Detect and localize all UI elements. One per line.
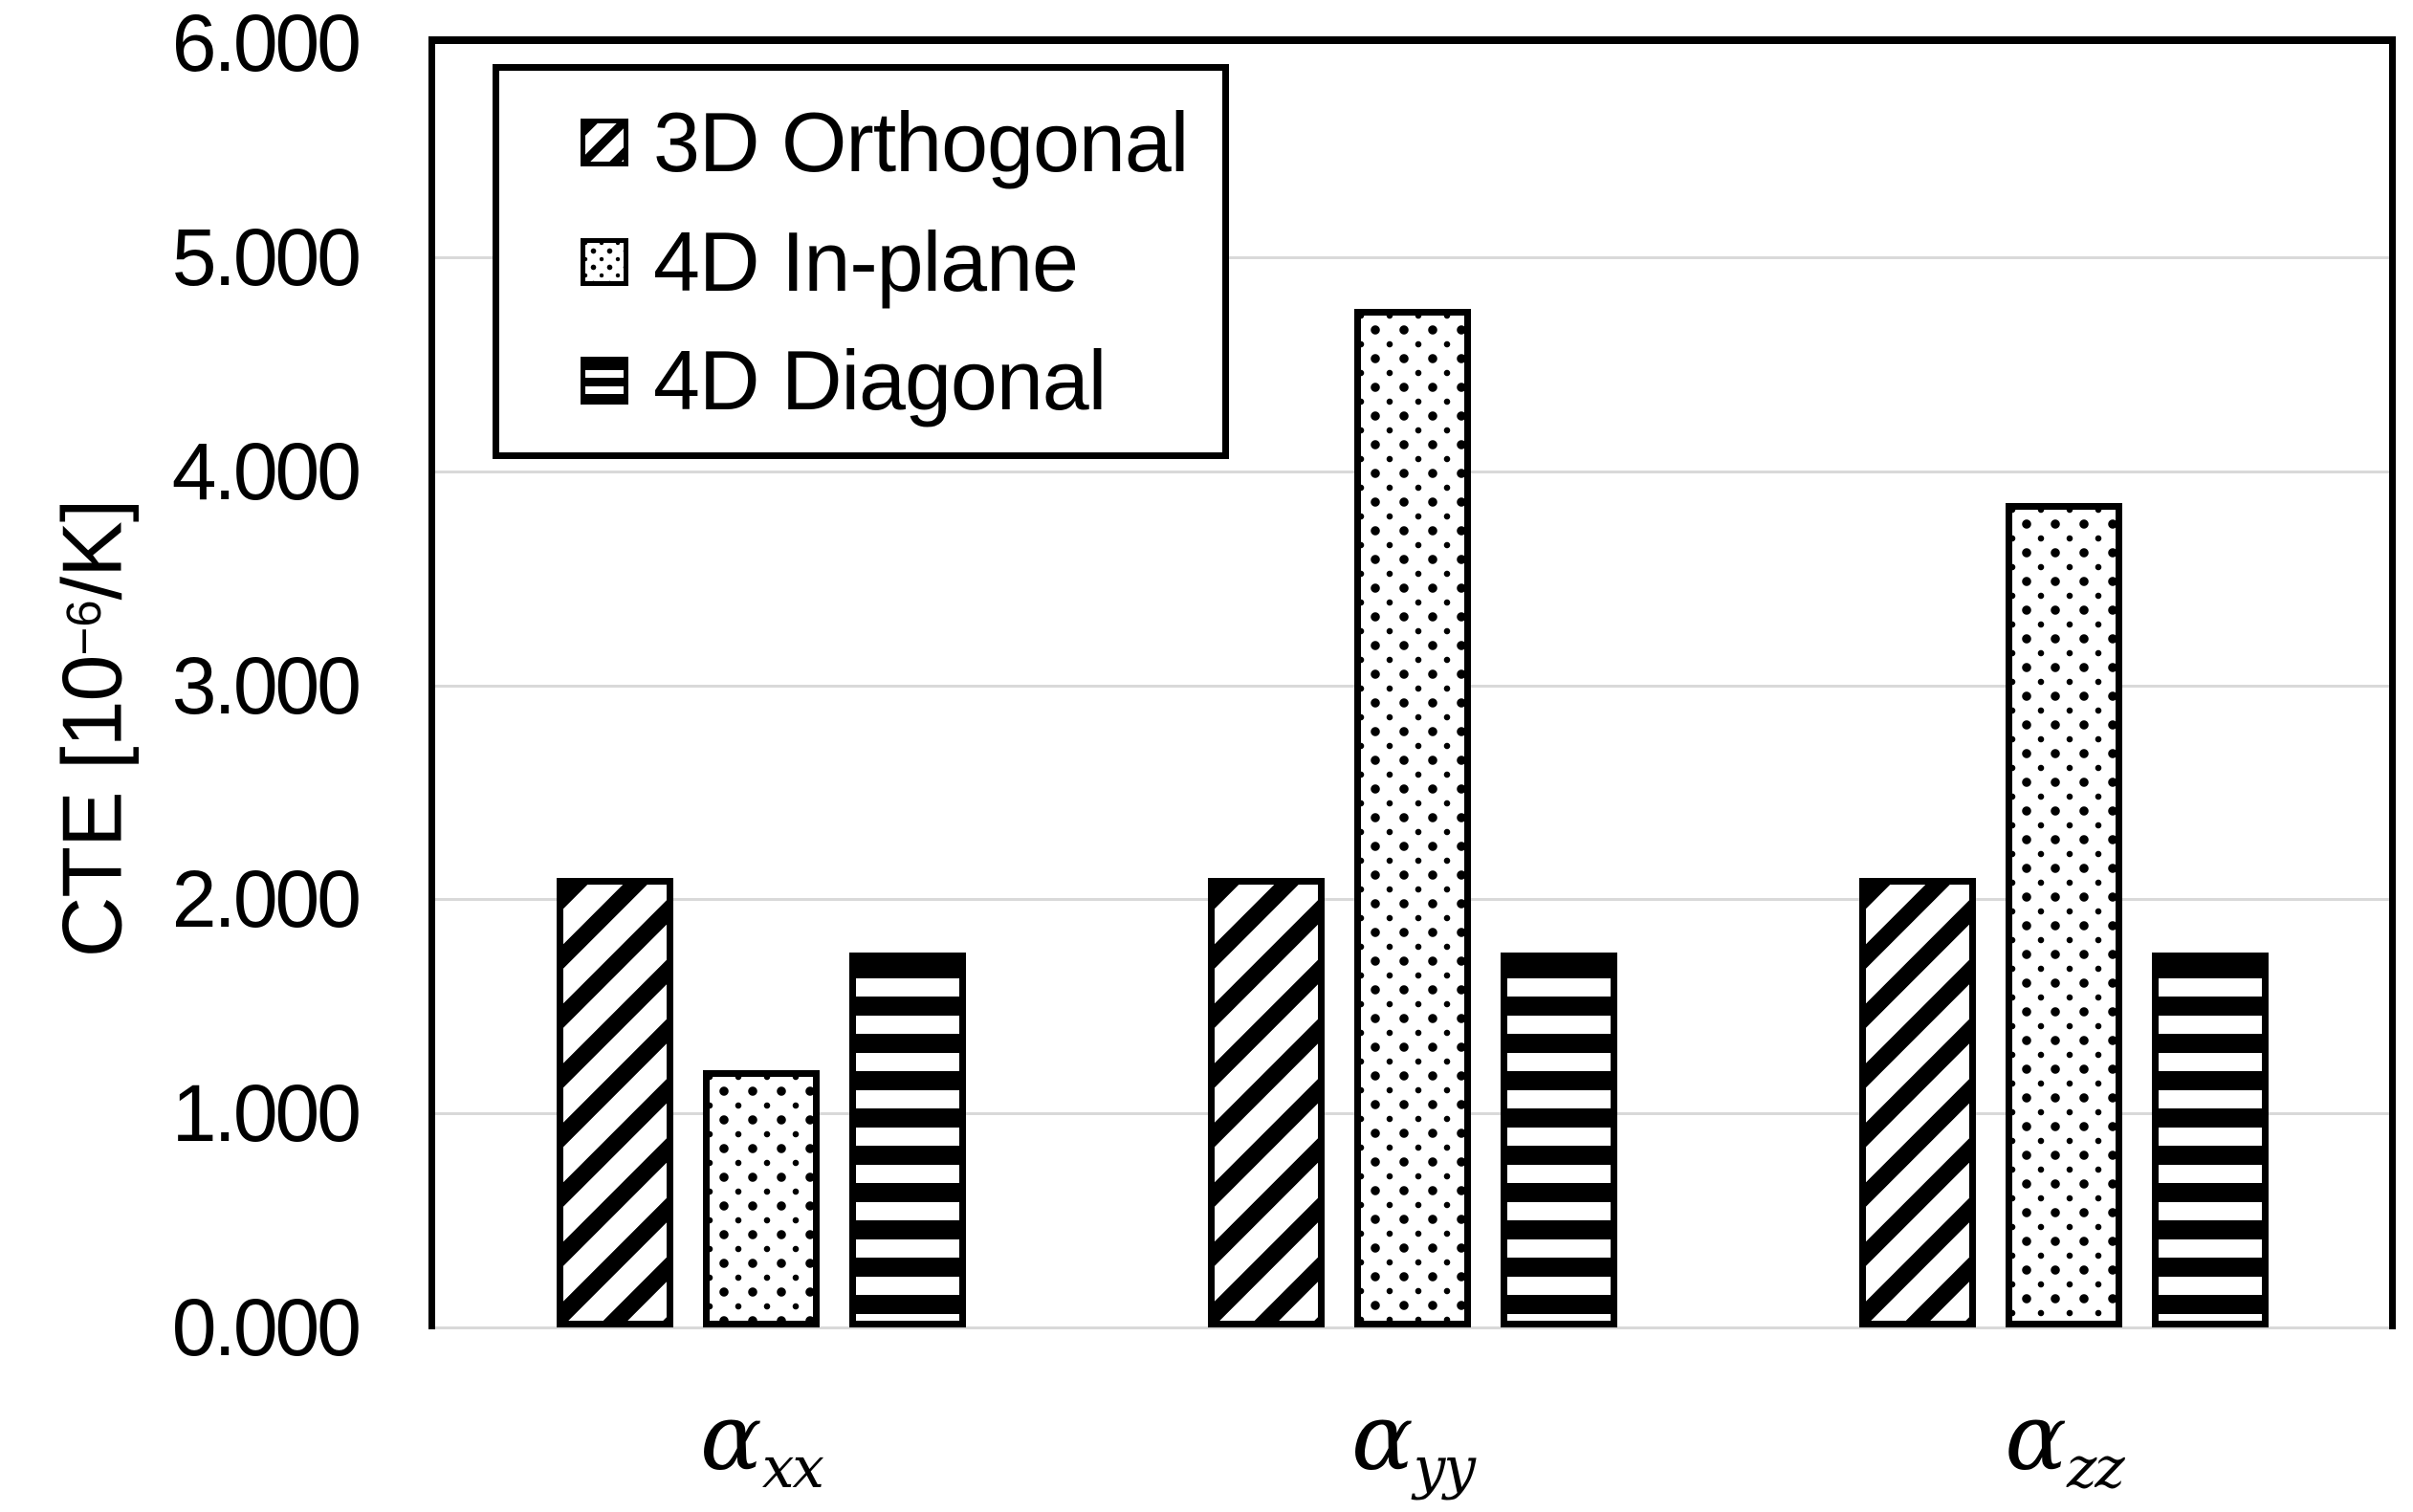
y-tick-label: 5.000 [171, 212, 362, 302]
x-category-label: αyy [1212, 1385, 1613, 1512]
x-category-subscript: xx [761, 1435, 824, 1502]
y-tick-label: 0.000 [171, 1282, 362, 1372]
legend-label: 3D Orthogonal [653, 94, 1189, 189]
x-category-label: αxx [560, 1385, 962, 1512]
bar-4d-in-plane-2 [2006, 503, 2122, 1327]
bar-4d-in-plane-0 [703, 1070, 820, 1327]
y-tick-label: 1.000 [171, 1068, 362, 1158]
y-axis-title-post: /K] [44, 499, 140, 601]
bar-3d-orthogonal-2 [1859, 878, 1976, 1327]
y-axis-title-exponent: −6 [56, 600, 111, 656]
y-axis-title: CTE [10−6/K] [36, 394, 139, 1063]
y-tick-label: 2.000 [171, 854, 362, 944]
horizontal-stripes-swatch-icon [581, 357, 628, 405]
x-category-subscript: zz [2067, 1435, 2125, 1502]
bar-4d-diagonal-0 [849, 953, 966, 1327]
x-category-symbol: α [2005, 1384, 2068, 1491]
x-category-symbol: α [1350, 1384, 1414, 1491]
bar-4d-in-plane-1 [1354, 309, 1471, 1327]
gridline [435, 256, 2389, 259]
y-tick-label: 4.000 [171, 427, 362, 516]
legend-row: 4D In-plane [581, 214, 1222, 310]
plot-border-top [428, 36, 2396, 44]
y-axis-title-pre: CTE [10 [44, 655, 140, 958]
x-category-subscript: yy [1413, 1435, 1476, 1502]
bar-3d-orthogonal-1 [1208, 878, 1325, 1327]
x-axis-line [435, 1326, 2389, 1329]
legend-box: 3D Orthogonal 4D In-plane 4D Diagonal [493, 64, 1229, 459]
bar-4d-diagonal-2 [2152, 953, 2269, 1327]
y-tick-label: 3.000 [171, 641, 362, 731]
bar-3d-orthogonal-0 [557, 878, 673, 1327]
legend-row: 4D Diagonal [581, 333, 1222, 428]
diagonal-hatch-swatch-icon [581, 118, 628, 166]
legend-label: 4D Diagonal [653, 333, 1107, 428]
x-category-symbol: α [700, 1384, 762, 1491]
bar-4d-diagonal-1 [1501, 953, 1617, 1327]
legend-label: 4D In-plane [653, 213, 1079, 309]
x-category-label: αzz [1863, 1385, 2265, 1512]
y-tick-label: 6.000 [171, 0, 362, 88]
dots-swatch-icon [581, 237, 628, 286]
y-axis-line [428, 36, 435, 1329]
legend-row: 3D Orthogonal [581, 95, 1222, 190]
plot-border-right [2389, 36, 2396, 1329]
